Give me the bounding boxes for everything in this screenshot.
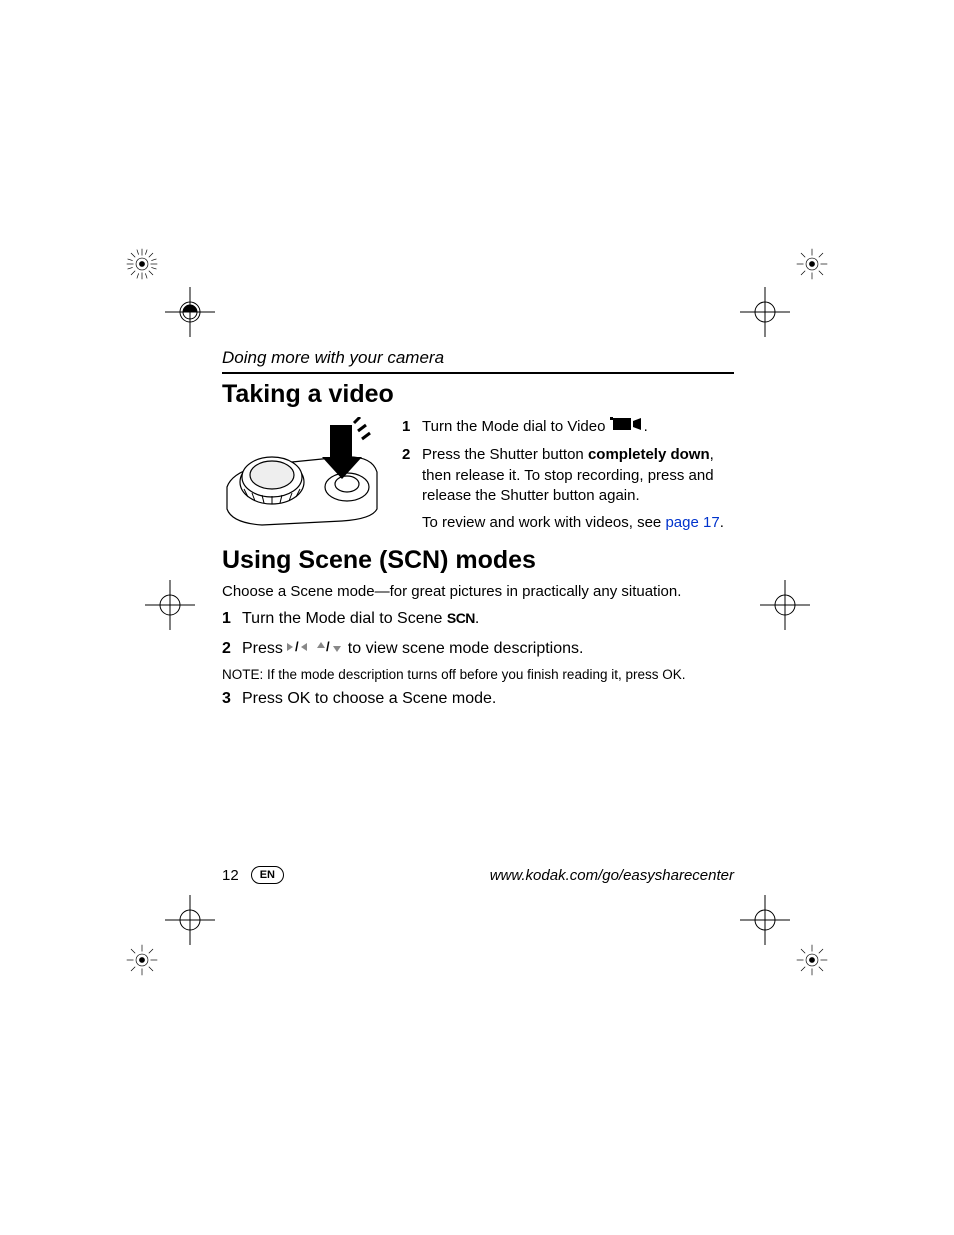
scene-note: NOTE: If the mode description turns off … <box>222 667 734 682</box>
video-step-1: 1 Turn the Mode dial to Video . <box>402 417 734 437</box>
language-badge: EN <box>251 866 284 884</box>
step-text-end: to view scene mode descriptions. <box>348 640 584 657</box>
reg-mark-bot-right <box>740 895 830 985</box>
video-step-2: 2 Press the Shutter button completely do… <box>402 445 734 506</box>
scene-step-3: 3 Press OK to choose a Scene mode. <box>222 688 734 710</box>
step-number: 1 <box>402 417 414 437</box>
svg-text:/: / <box>326 641 330 653</box>
note-label: NOTE: <box>222 667 263 682</box>
step-number: 2 <box>222 638 234 660</box>
nav-arrows-icon: / / <box>287 638 343 660</box>
reg-mark-top-right <box>740 247 830 337</box>
heading-scene-modes: Using Scene (SCN) modes <box>222 546 734 575</box>
step-text: Press the Shutter button <box>422 446 588 463</box>
camera-illustration <box>222 417 382 532</box>
video-review-line: To review and work with videos, see page… <box>422 514 734 531</box>
running-header: Doing more with your camera <box>222 348 734 368</box>
scn-icon: SCN <box>447 610 475 626</box>
page-footer: 12 EN www.kodak.com/go/easysharecenter <box>222 866 734 884</box>
video-icon <box>610 417 644 437</box>
reg-mark-mid-right <box>760 580 850 670</box>
footer-url: www.kodak.com/go/easysharecenter <box>284 867 734 884</box>
step-text: Press <box>242 640 287 657</box>
reg-mark-top-left <box>125 247 215 337</box>
review-text: To review and work with videos, see <box>422 514 665 531</box>
step-text: Press OK to choose a Scene mode. <box>242 688 496 710</box>
step-number: 2 <box>402 445 414 506</box>
page-link[interactable]: page 17 <box>665 514 719 531</box>
step-number: 1 <box>222 608 234 630</box>
step-number: 3 <box>222 688 234 710</box>
step-text: Turn the Mode dial to Video <box>422 418 610 435</box>
heading-taking-video: Taking a video <box>222 380 734 409</box>
header-rule <box>222 372 734 374</box>
reg-mark-bot-left <box>125 895 215 985</box>
note-text: If the mode description turns off before… <box>263 667 685 682</box>
step-text-end: . <box>644 418 648 435</box>
reg-mark-mid-left <box>125 580 215 670</box>
review-text-end: . <box>720 514 724 531</box>
scene-step-1: 1 Turn the Mode dial to Scene SCN. <box>222 608 734 630</box>
svg-text:/: / <box>295 641 299 653</box>
scene-step-2: 2 Press / / to view scene mode descripti… <box>222 638 734 660</box>
scene-intro: Choose a Scene mode—for great pictures i… <box>222 583 734 600</box>
page-number: 12 <box>222 867 239 884</box>
page-content: Doing more with your camera Taking a vid… <box>222 348 734 718</box>
step-text-bold: completely down <box>588 446 710 463</box>
step-text: Turn the Mode dial to Scene <box>242 610 447 627</box>
step-text-end: . <box>475 610 479 627</box>
